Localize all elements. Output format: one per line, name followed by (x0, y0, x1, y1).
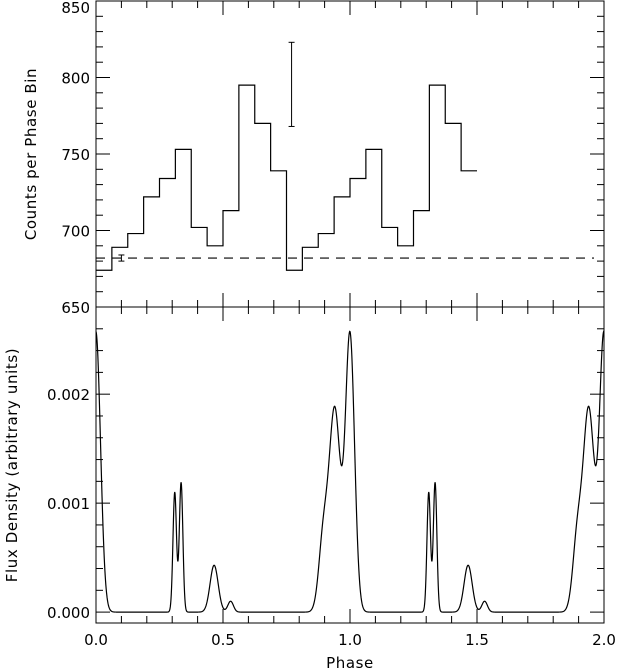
bottom-y-axis-title: Flux Density (arbitrary units) (3, 348, 21, 582)
bottom-x-tick-label: 1.0 (338, 631, 362, 649)
bottom-x-axis-title: Phase (326, 654, 374, 670)
bottom-flux-density-series (96, 331, 604, 612)
top-y-tick-label: 700 (61, 223, 90, 241)
top-counts-step-series (96, 85, 477, 270)
bottom-y-tick-label: 0.002 (47, 386, 90, 404)
bottom-y-tick-label: 0.001 (47, 495, 90, 513)
top-plot-frame (96, 1, 604, 307)
bottom-x-tick-label: 2.0 (592, 631, 616, 649)
bottom-x-tick-label: 0.0 (84, 631, 108, 649)
top-y-axis-title: Counts per Phase Bin (22, 68, 40, 240)
bottom-x-tick-label: 0.5 (211, 631, 235, 649)
top-y-tick-label: 650 (61, 299, 90, 317)
bottom-x-tick-label: 1.5 (465, 631, 489, 649)
bottom-panel-flux: 0.000 0.001 0.002 0.0 0.5 1.0 1.5 2.0 Phase Flux … (3, 307, 616, 670)
bottom-y-tick-label: 0.000 (47, 604, 90, 622)
top-y-tick-label: 750 (61, 146, 90, 164)
top-y-tick-label: 800 (61, 70, 90, 88)
top-y-tick-label: 850 (61, 0, 90, 17)
top-panel-counts: 650 700 750 800 850 Counts per Phase Bin (22, 0, 604, 317)
